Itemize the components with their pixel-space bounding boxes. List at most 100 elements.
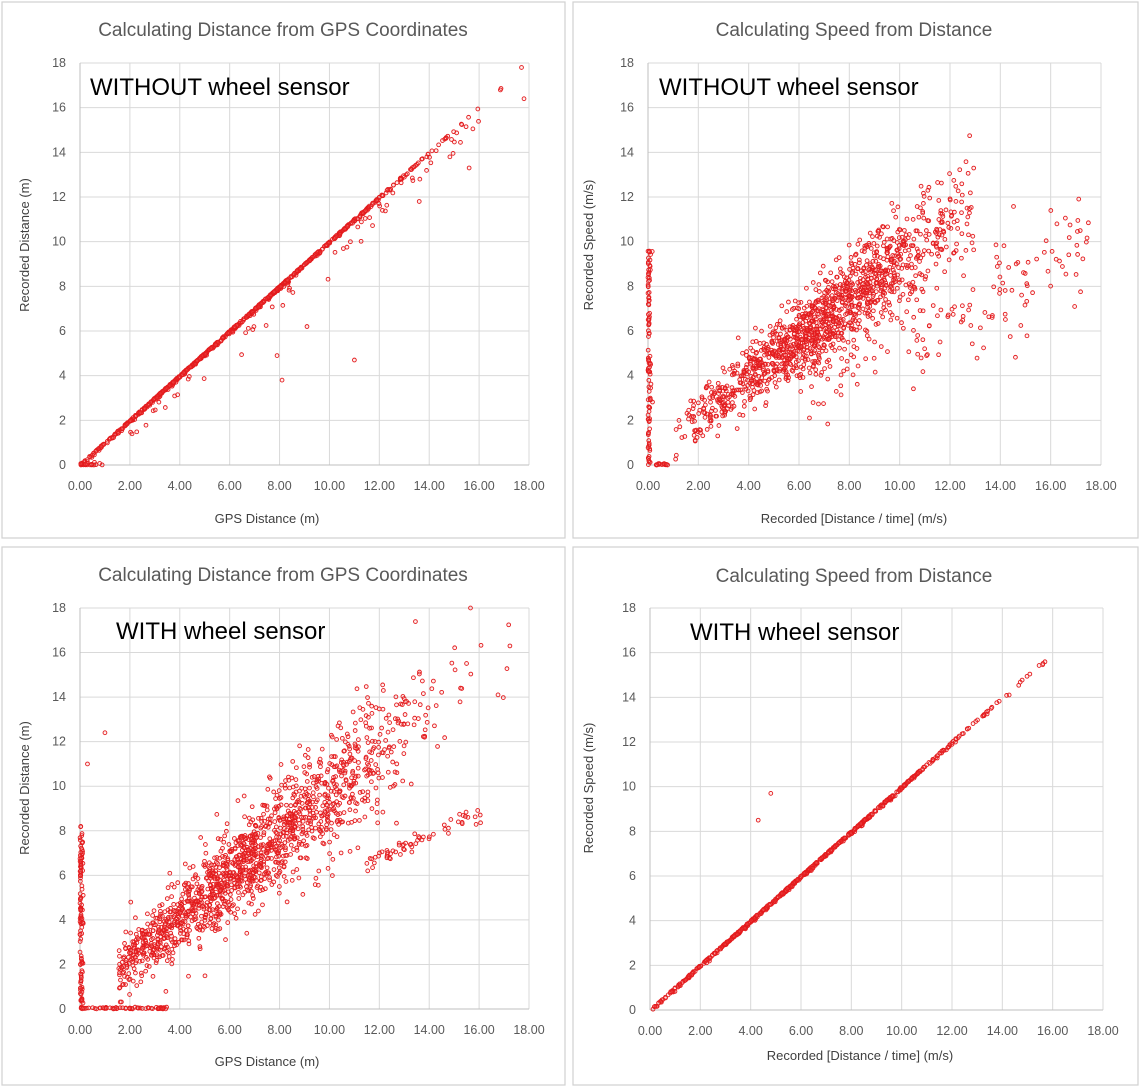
data-point	[215, 901, 220, 906]
data-point	[278, 762, 284, 767]
data-point	[468, 671, 474, 677]
data-point	[1054, 221, 1060, 227]
data-point	[1041, 249, 1047, 255]
data-point	[408, 841, 414, 847]
data-point	[267, 840, 273, 846]
data-point	[924, 228, 929, 233]
x-tick-label: 16.00	[1037, 1024, 1068, 1038]
data-point	[865, 296, 871, 302]
data-point	[918, 183, 924, 189]
data-point	[838, 270, 844, 275]
data-point	[280, 303, 286, 308]
data-point	[839, 299, 845, 305]
data-point	[478, 820, 483, 826]
data-point	[336, 767, 342, 773]
data-point	[921, 248, 927, 253]
data-point	[281, 829, 286, 835]
sensor-annotation: WITH wheel sensor	[690, 619, 899, 646]
data-point	[901, 241, 906, 247]
data-point	[179, 896, 184, 902]
x-axis-label: GPS Distance (m)	[215, 1054, 320, 1069]
data-point	[303, 814, 308, 820]
data-point	[1074, 242, 1080, 248]
data-point	[854, 346, 860, 351]
data-point	[288, 852, 293, 857]
data-point	[241, 834, 247, 840]
data-point	[848, 255, 854, 260]
data-point	[820, 263, 826, 269]
data-point	[313, 805, 318, 810]
data-point	[128, 899, 134, 905]
data-point	[854, 327, 859, 333]
data-point	[283, 778, 288, 783]
data-point	[246, 815, 252, 821]
data-point	[171, 379, 176, 385]
data-point	[906, 281, 912, 287]
y-tick-label: 0	[627, 458, 634, 472]
x-tick-label: 0.00	[636, 479, 660, 493]
data-point	[325, 818, 331, 824]
data-point	[780, 369, 786, 374]
data-point	[333, 792, 339, 798]
data-point	[871, 355, 877, 361]
data-point	[198, 835, 204, 840]
data-point	[279, 782, 284, 788]
data-point	[868, 269, 874, 275]
data-point	[837, 266, 843, 272]
data-point	[127, 950, 132, 956]
data-point	[266, 870, 272, 876]
data-point	[355, 845, 361, 851]
data-point	[246, 312, 252, 317]
data-point	[765, 346, 771, 352]
data-point	[156, 924, 161, 930]
data-point	[914, 297, 920, 303]
y-tick-label: 14	[52, 145, 66, 159]
data-point	[768, 791, 774, 796]
data-point	[891, 238, 897, 243]
data-point	[911, 236, 917, 242]
data-point	[357, 213, 363, 219]
data-point	[745, 377, 750, 383]
data-point	[149, 943, 154, 948]
data-point	[377, 850, 382, 856]
data-point	[175, 392, 180, 398]
data-point	[394, 702, 399, 708]
data-point	[431, 831, 436, 837]
data-point	[645, 284, 651, 289]
data-point	[779, 361, 785, 367]
data-point	[730, 363, 735, 368]
data-point	[223, 937, 228, 942]
data-point	[292, 270, 297, 276]
data-point	[1024, 281, 1030, 286]
data-point	[692, 418, 697, 424]
data-point	[458, 140, 463, 145]
data-point	[250, 847, 256, 853]
data-point	[276, 848, 282, 854]
data-point	[803, 339, 809, 344]
data-point	[771, 368, 777, 374]
data-point	[155, 1005, 161, 1011]
x-axis-label: Recorded [Distance / time] (m/s)	[761, 511, 947, 526]
x-tick-label: 8.00	[267, 1023, 291, 1037]
data-point	[164, 896, 170, 901]
data-point	[314, 809, 319, 815]
data-point	[292, 793, 297, 798]
data-point	[176, 939, 181, 945]
data-point	[896, 277, 902, 283]
data-point	[203, 352, 208, 357]
data-point	[878, 268, 883, 274]
chart-frame	[1, 546, 566, 1086]
data-point	[272, 828, 277, 833]
data-point	[656, 1000, 661, 1006]
data-point	[1076, 196, 1082, 202]
data-point	[702, 415, 708, 420]
data-point	[1007, 334, 1013, 339]
data-point	[813, 339, 818, 345]
data-point	[219, 896, 225, 902]
data-point	[507, 643, 513, 649]
data-point	[756, 373, 762, 379]
data-point	[819, 370, 825, 375]
data-point	[982, 310, 988, 315]
data-point	[936, 198, 942, 203]
data-point	[793, 354, 799, 360]
